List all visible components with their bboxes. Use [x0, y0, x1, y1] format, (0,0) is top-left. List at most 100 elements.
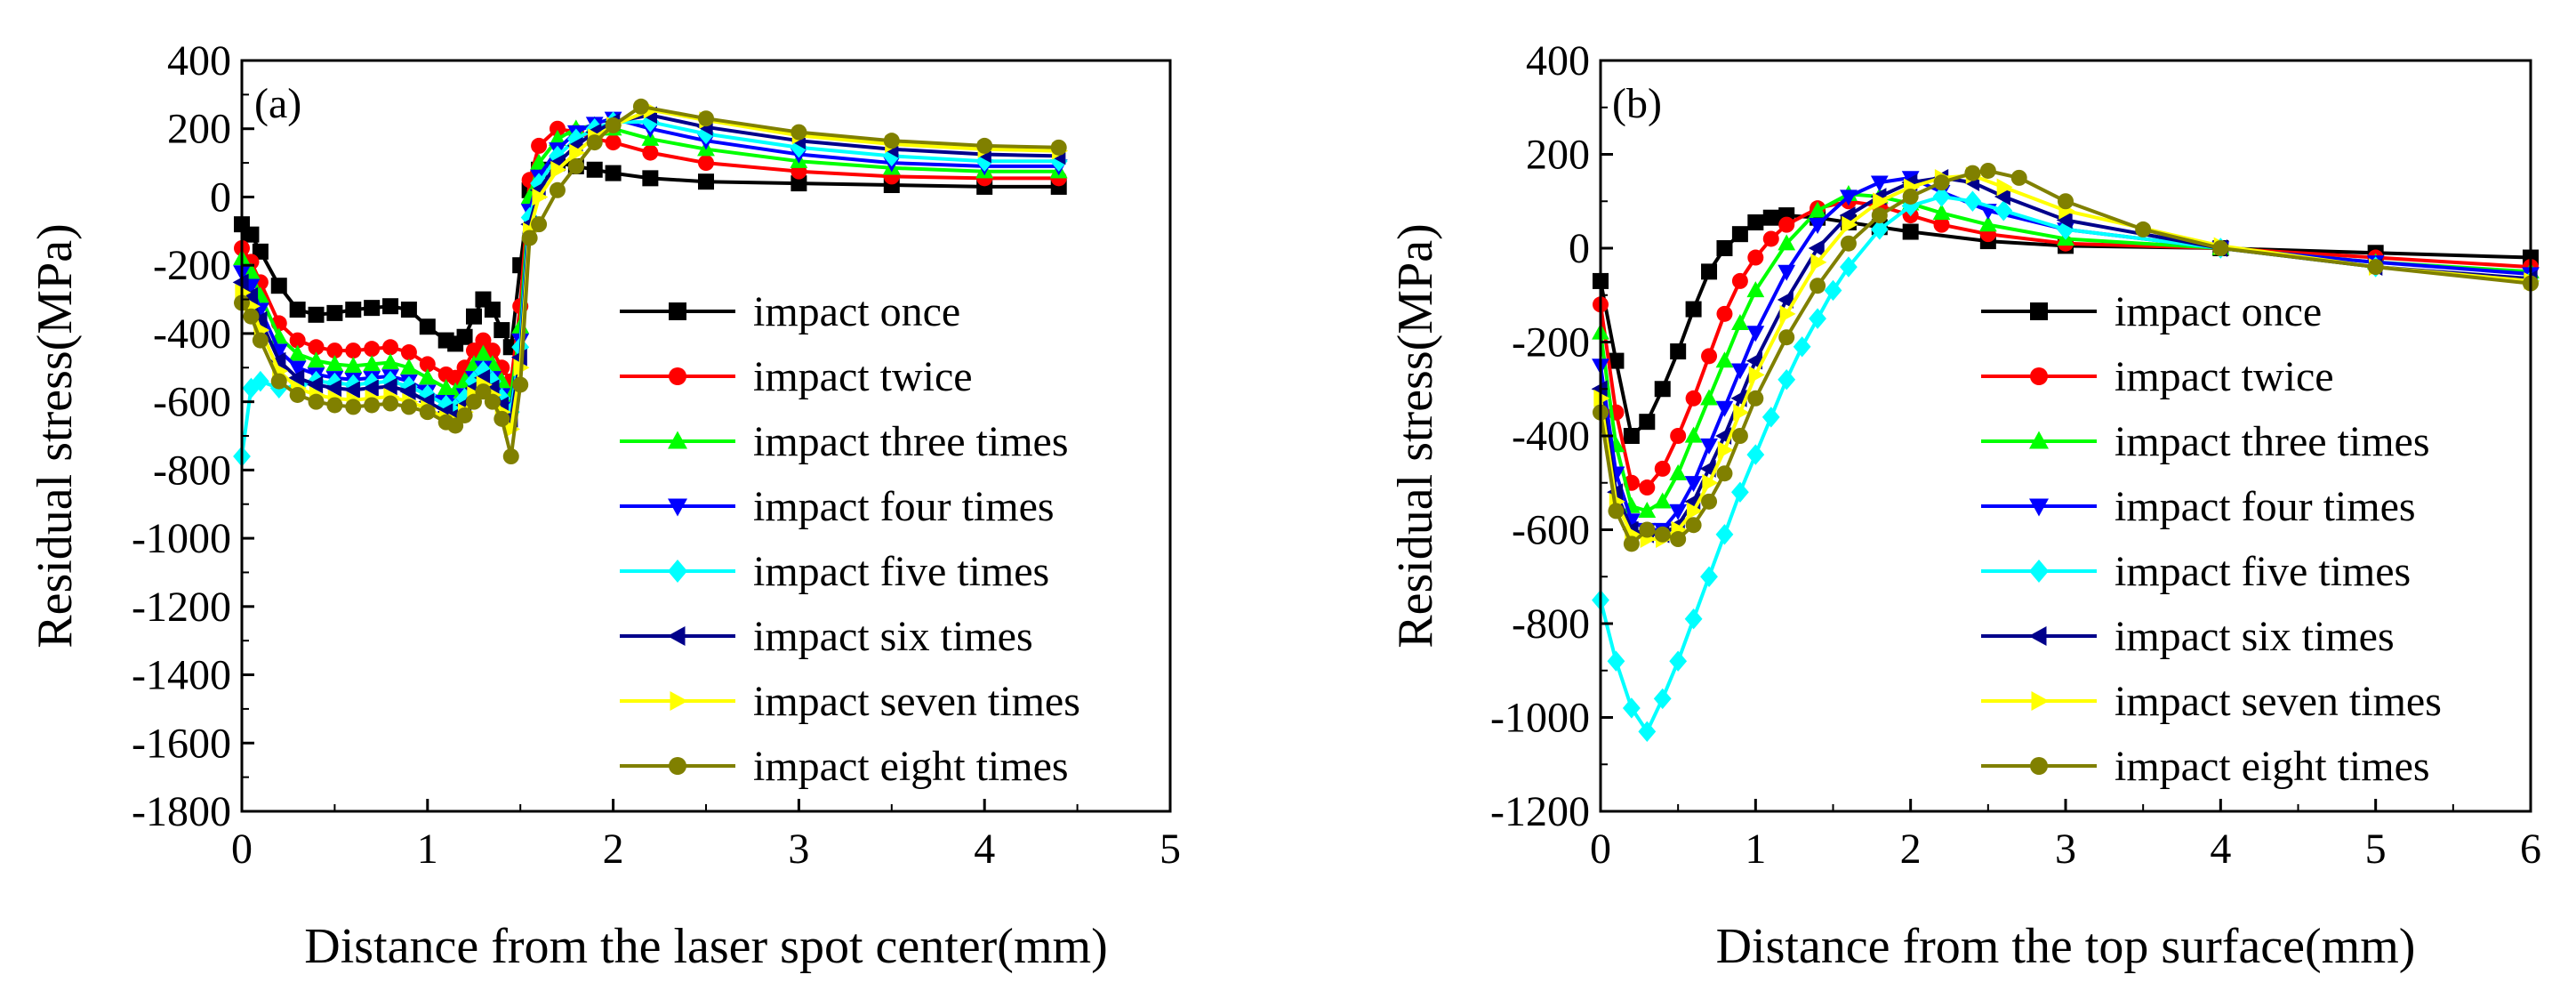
y-tick-label-b-5: -200 — [1512, 319, 1590, 367]
data-point-b-0-16 — [1902, 223, 1919, 240]
data-point-a-4-12 — [437, 394, 455, 416]
data-point-a-7-27 — [632, 98, 649, 115]
data-point-a-2-16 — [474, 344, 493, 361]
data-point-a-7-15 — [466, 393, 482, 410]
data-point-a-7-21 — [521, 230, 538, 246]
data-point-a-5-9 — [381, 377, 397, 396]
legend-entry-b-2: impact three times — [1981, 418, 2430, 465]
data-point-a-0-26 — [605, 165, 622, 181]
legend-label-b-4: impact five times — [2115, 548, 2411, 595]
legend-entry-b-3: impact four times — [1981, 483, 2416, 530]
data-point-a-0-10 — [400, 302, 417, 318]
data-point-b-6-18 — [1996, 178, 2013, 197]
series-b-4 — [1592, 186, 2540, 743]
series-a-1 — [234, 120, 1067, 390]
data-point-a-2-12 — [437, 378, 455, 395]
data-point-b-2-11 — [1778, 234, 1796, 251]
data-point-b-7-16 — [1933, 174, 1950, 191]
data-point-a-7-26 — [605, 117, 622, 133]
series-a-7 — [234, 98, 1067, 465]
data-point-a-1-26 — [605, 134, 622, 151]
x-tick-label-b-1: 1 — [1745, 826, 1766, 873]
data-point-b-7-12 — [1810, 278, 1826, 294]
data-point-a-1-5 — [308, 339, 325, 356]
data-point-b-4-12 — [1778, 369, 1796, 391]
y-tick-label-a-3: -1200 — [132, 584, 231, 631]
data-point-b-7-11 — [1778, 329, 1795, 346]
x-axis-title-a: Distance from the laser spot center(mm) — [304, 919, 1107, 974]
data-point-b-0-4 — [1654, 381, 1671, 398]
data-point-b-7-9 — [1731, 428, 1748, 444]
series-a-5 — [232, 106, 1066, 428]
legend-a: impact once impact twice impact three time… — [620, 288, 1080, 790]
data-point-b-4-13 — [1793, 336, 1811, 358]
data-point-a-7-10 — [400, 399, 417, 415]
x-tick-label-a-3: 3 — [788, 826, 809, 873]
data-point-a-7-8 — [364, 397, 381, 414]
data-point-a-7-7 — [345, 399, 362, 415]
legend-entry-b-6: impact seven times — [1981, 678, 2442, 725]
data-point-b-0-5 — [1670, 343, 1687, 360]
x-tick-label-a-4: 4 — [974, 826, 995, 873]
legend-marker-b-2 — [2029, 431, 2049, 449]
x-axis-title-b: Distance from the top surface(mm) — [1716, 919, 2416, 974]
data-point-b-0-1 — [1608, 352, 1625, 369]
data-point-b-3-9 — [1731, 363, 1749, 380]
data-point-a-7-22 — [531, 216, 548, 233]
x-tick-label-a-2: 2 — [603, 826, 624, 873]
data-point-a-0-28 — [698, 173, 714, 190]
x-tick-label-b-2: 2 — [1900, 826, 1922, 873]
data-point-a-1-4 — [289, 332, 306, 349]
data-point-b-4-2 — [1622, 697, 1641, 719]
data-point-a-2-9 — [381, 353, 399, 370]
y-tick-label-a-1: -1600 — [132, 720, 231, 767]
data-point-b-1-10 — [1747, 249, 1764, 266]
data-point-b-2-3 — [1638, 502, 1657, 519]
data-point-a-7-1 — [243, 308, 260, 325]
legend-marker-a-1 — [669, 367, 686, 385]
data-point-a-7-20 — [512, 376, 529, 393]
axes-b: 0 1 2 3 4 5 6 -1200 -1000 -800 -600 -400 -200 0 200 400 — [1490, 37, 2541, 873]
data-point-a-1-23 — [549, 120, 566, 137]
data-point-a-5-2 — [251, 310, 268, 329]
y-tick-label-a-7: -400 — [153, 310, 231, 358]
data-point-b-5-19 — [2056, 211, 2073, 230]
legend-label-a-4: impact five times — [753, 548, 1049, 595]
x-tick-label-b-3: 3 — [2055, 826, 2076, 873]
data-point-a-0-1 — [243, 226, 260, 243]
y-tick-label-b-2: -800 — [1512, 600, 1590, 648]
data-point-b-6-10 — [1748, 366, 1765, 384]
legend-marker-b-7 — [2030, 757, 2048, 775]
data-point-a-3-4 — [288, 360, 307, 377]
data-point-b-6-6 — [1686, 502, 1703, 520]
data-point-b-6-7 — [1702, 473, 1719, 492]
data-point-a-5-3 — [269, 351, 286, 370]
data-point-a-0-8 — [364, 300, 381, 317]
data-point-b-3-13 — [1840, 189, 1858, 206]
series-line-b-2 — [1599, 192, 2532, 513]
legend-marker-a-6 — [670, 691, 688, 711]
data-point-a-2-6 — [325, 355, 344, 372]
y-tick-label-b-1: -1000 — [1490, 695, 1590, 742]
data-point-a-7-28 — [698, 110, 714, 127]
data-point-b-7-15 — [1902, 188, 1919, 205]
y-tick-label-b-3: -600 — [1512, 507, 1590, 554]
data-point-a-0-7 — [345, 302, 362, 318]
data-point-b-7-6 — [1685, 517, 1702, 534]
data-point-b-7-7 — [1701, 493, 1718, 510]
data-point-b-2-12 — [1809, 201, 1826, 218]
legend-marker-a-0 — [669, 302, 686, 320]
data-point-a-5-5 — [307, 375, 324, 394]
data-point-b-0-11 — [1762, 209, 1779, 226]
y-tick-label-a-9: 0 — [210, 173, 231, 221]
data-point-a-7-6 — [326, 397, 343, 414]
data-point-a-0-17 — [484, 302, 501, 318]
legend-label-a-0: impact once — [753, 288, 960, 335]
data-point-a-5-10 — [399, 383, 416, 401]
data-point-b-7-8 — [1716, 465, 1733, 482]
x-tick-label-a-1: 1 — [417, 826, 438, 873]
data-point-b-4-4 — [1653, 688, 1672, 710]
data-point-a-1-27 — [642, 144, 659, 161]
data-point-a-6-24 — [569, 143, 586, 162]
legend-marker-b-0 — [2030, 302, 2048, 320]
